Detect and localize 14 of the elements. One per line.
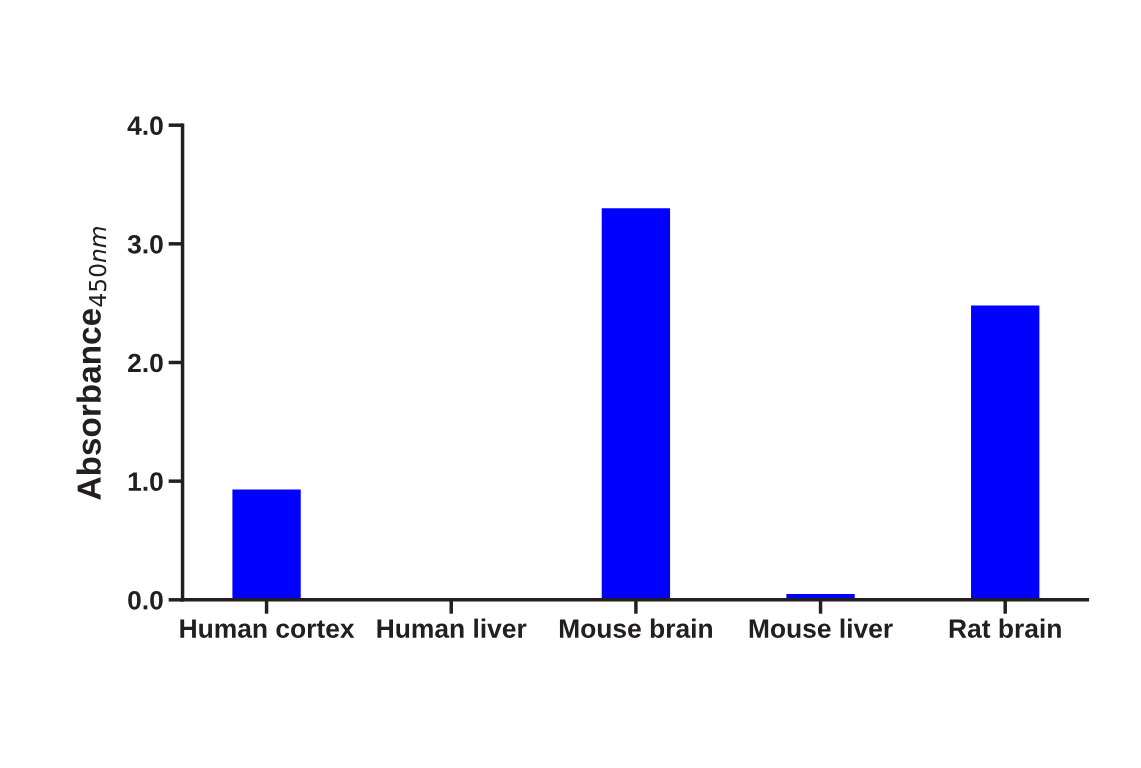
- x-tick-label: Rat brain: [949, 618, 1061, 638]
- x-tick-label: Mouse brain: [559, 618, 712, 638]
- bar: [601, 208, 671, 600]
- bar: [232, 489, 301, 600]
- y-tick-label: 3.0: [127, 234, 163, 254]
- y-tick-label: 2.0: [128, 353, 163, 373]
- y-tick-label: 1.0: [128, 472, 163, 491]
- y-tick-label: 0.0: [128, 590, 163, 610]
- bar: [971, 305, 1040, 600]
- x-tick-label: Mouse liver: [749, 618, 893, 638]
- y-axis-title: Absorbance$_{450nm}$: [76, 227, 107, 500]
- x-tick-label: Human cortex: [180, 619, 355, 638]
- x-tick-label: Human liver: [377, 618, 527, 638]
- y-tick-label: 4.0: [127, 116, 163, 136]
